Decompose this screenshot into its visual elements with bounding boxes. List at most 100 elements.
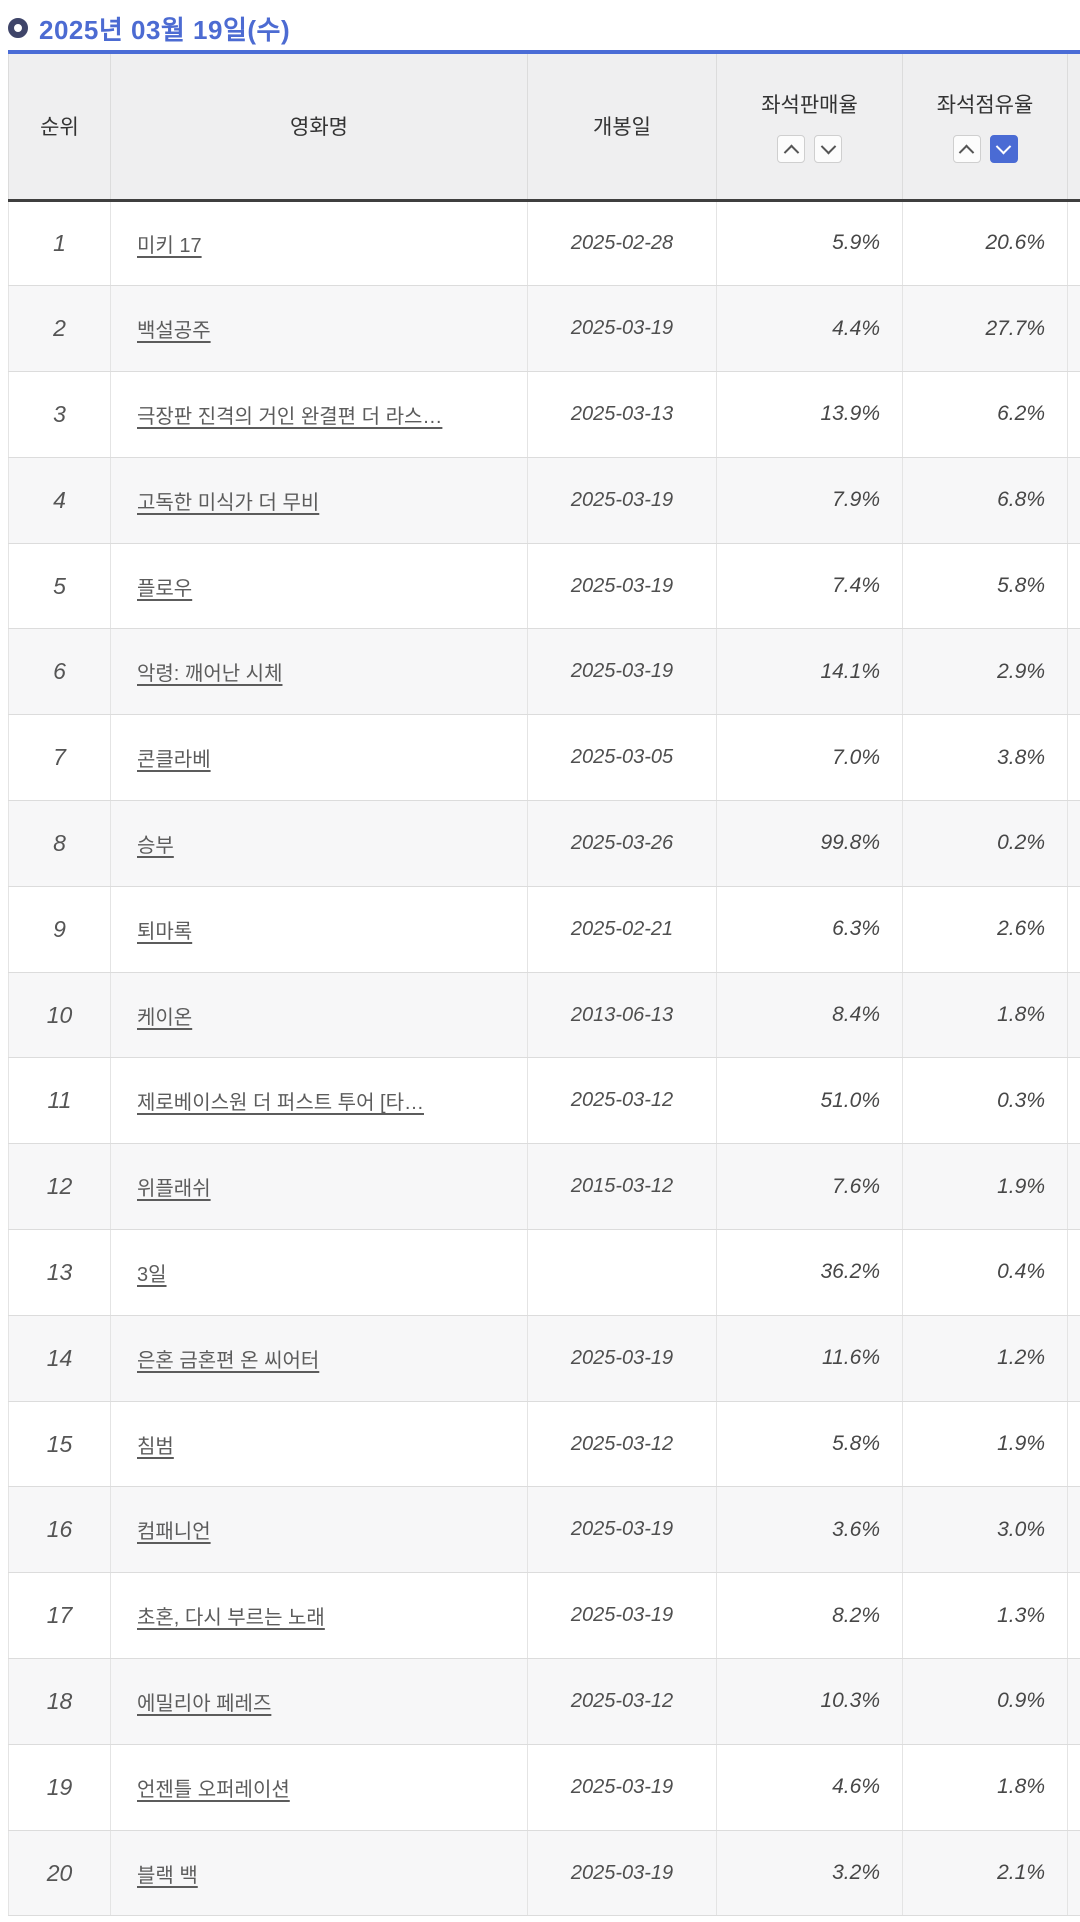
seat-occupancy-rate-cell: 3.8% [902,714,1068,802]
table-row: 5 플로우 2025-03-19 7.4% 5.8% [8,543,1080,630]
col-header-seat-sales-label: 좌석판매율 [761,94,858,118]
movie-title-link[interactable]: 퇴마록 [137,920,193,943]
seat-occupancy-sort-desc-button[interactable] [989,135,1018,164]
table-row: 18 에밀리아 페레즈 2025-03-12 10.3% 0.9% [8,1658,1080,1745]
next-clipped-cell [1067,1830,1080,1917]
seat-sales-rate-cell: 99.8% [716,800,903,887]
seat-sales-sort-asc-button[interactable] [777,135,805,164]
movie-title-link[interactable]: 언젠틀 오퍼레이션 [137,1778,290,1801]
movie-title-link[interactable]: 악령: 깨어난 시체 [137,663,283,686]
table-row: 13 3일 36.2% 0.4% [8,1229,1080,1316]
movie-title-cell: 블랙 백 [110,1830,528,1917]
movie-title-cell: 백설공주 [110,285,528,373]
rank-cell: 8 [8,800,111,887]
movie-title-cell: 3일 [110,1229,528,1316]
rank-cell: 14 [8,1315,111,1402]
seat-occupancy-rate-cell: 0.3% [902,1057,1068,1145]
rank-cell: 20 [8,1830,111,1917]
seat-occupancy-rate-cell: 1.8% [902,1744,1068,1831]
seat-occupancy-rate-cell: 3.0% [902,1486,1068,1574]
movie-title-link[interactable]: 위플래쉬 [137,1178,211,1201]
seat-occupancy-rate-cell: 2.6% [902,886,1068,973]
movie-title-cell: 은혼 금혼편 온 씨어터 [110,1315,528,1402]
release-date-cell: 2025-03-19 [527,457,717,544]
boxoffice-table-wrap: 순위 영화명 개봉일 좌석판매율 [8,50,1080,1917]
release-date-cell: 2025-03-19 [527,285,717,373]
col-header-title-label: 영화명 [290,116,348,140]
rank-cell: 17 [8,1572,111,1660]
movie-title-link[interactable]: 고독한 미식가 더 무비 [137,491,320,514]
table-row: 9 퇴마록 2025-02-21 6.3% 2.6% [8,886,1080,973]
next-clipped-cell [1067,1401,1080,1488]
rank-cell: 11 [8,1057,111,1145]
col-header-next-clipped [1067,54,1080,202]
rank-cell: 16 [8,1486,111,1574]
table-row: 10 케이온 2013-06-13 8.4% 1.8% [8,972,1080,1059]
seat-sales-sort-controls [717,135,902,164]
movie-title-cell: 초혼, 다시 부르는 노래 [110,1572,528,1660]
col-header-seat-sales: 좌석판매율 [716,54,903,202]
movie-title-link[interactable]: 컴패니언 [137,1521,211,1544]
seat-sales-rate-cell: 7.9% [716,457,903,544]
movie-title-link[interactable]: 플로우 [137,577,193,600]
release-date-cell: 2025-03-19 [527,1830,717,1917]
next-clipped-cell [1067,1744,1080,1831]
date-title-bar: 2025년 03월 19일(수) [8,12,291,45]
movie-title-link[interactable]: 블랙 백 [137,1864,198,1887]
next-clipped-cell [1067,1057,1080,1145]
rank-cell: 6 [8,628,111,716]
movie-title-link[interactable]: 은혼 금혼편 온 씨어터 [137,1349,320,1372]
movie-title-link[interactable]: 백설공주 [137,320,211,343]
release-date-cell: 2025-03-19 [527,628,717,716]
seat-occupancy-sort-asc-button[interactable] [952,135,981,164]
movie-title-cell: 에밀리아 페레즈 [110,1658,528,1745]
table-row: 7 콘클라베 2025-03-05 7.0% 3.8% [8,714,1080,802]
seat-occupancy-rate-cell: 1.2% [902,1315,1068,1402]
movie-title-link[interactable]: 침범 [137,1435,174,1458]
col-header-seat-occupancy: 좌석점유율 [902,54,1068,202]
release-date-cell: 2025-03-12 [527,1658,717,1745]
seat-sales-sort-desc-button[interactable] [814,135,842,164]
rank-cell: 2 [8,285,111,373]
movie-title-cell: 언젠틀 오퍼레이션 [110,1744,528,1831]
movie-title-link[interactable]: 케이온 [137,1006,193,1029]
seat-sales-rate-cell: 10.3% [716,1658,903,1745]
movie-title-link[interactable]: 미키 17 [137,234,202,257]
seat-occupancy-rate-cell: 6.2% [902,371,1068,458]
movie-title-link[interactable]: 에밀리아 페레즈 [137,1692,272,1715]
seat-sales-rate-cell: 5.9% [716,200,903,287]
seat-occupancy-rate-cell: 1.8% [902,972,1068,1059]
table-row: 3 극장판 진격의 거인 완결편 더 라스… 2025-03-13 13.9% … [8,371,1080,458]
rank-cell: 3 [8,371,111,458]
next-clipped-cell [1067,1143,1080,1231]
movie-title-link[interactable]: 3일 [137,1263,167,1286]
page-title: 2025년 03월 19일(수) [39,14,291,45]
chevron-down-icon [995,138,1012,155]
next-clipped-cell [1067,1658,1080,1745]
movie-title-link[interactable]: 제로베이스원 더 퍼스트 투어 [타… [137,1092,424,1115]
movie-title-cell: 고독한 미식가 더 무비 [110,457,528,544]
col-header-seat-occupancy-label: 좌석점유율 [936,94,1034,118]
movie-title-link[interactable]: 콘클라베 [137,749,211,772]
movie-title-link[interactable]: 초혼, 다시 부르는 노래 [137,1607,325,1630]
seat-sales-rate-cell: 6.3% [716,886,903,973]
seat-occupancy-rate-cell: 20.6% [902,200,1068,287]
next-clipped-cell [1067,1486,1080,1574]
movie-title-link[interactable]: 승부 [137,834,174,857]
seat-occupancy-rate-cell: 2.9% [902,628,1068,716]
release-date-cell [527,1229,717,1316]
movie-title-link[interactable]: 극장판 진격의 거인 완결편 더 라스… [137,405,443,428]
release-date-cell: 2025-03-19 [527,1572,717,1660]
seat-occupancy-rate-cell: 6.8% [902,457,1068,544]
seat-sales-rate-cell: 36.2% [716,1229,903,1316]
table-row: 14 은혼 금혼편 온 씨어터 2025-03-19 11.6% 1.2% [8,1315,1080,1402]
col-header-release-date-label: 개봉일 [593,116,651,140]
next-clipped-cell [1067,800,1080,887]
seat-sales-rate-cell: 4.6% [716,1744,903,1831]
movie-title-cell: 침범 [110,1401,528,1488]
table-row: 19 언젠틀 오퍼레이션 2025-03-19 4.6% 1.8% [8,1744,1080,1831]
movie-title-cell: 플로우 [110,543,528,630]
next-clipped-cell [1067,628,1080,716]
release-date-cell: 2025-02-21 [527,886,717,973]
movie-title-cell: 극장판 진격의 거인 완결편 더 라스… [110,371,528,458]
